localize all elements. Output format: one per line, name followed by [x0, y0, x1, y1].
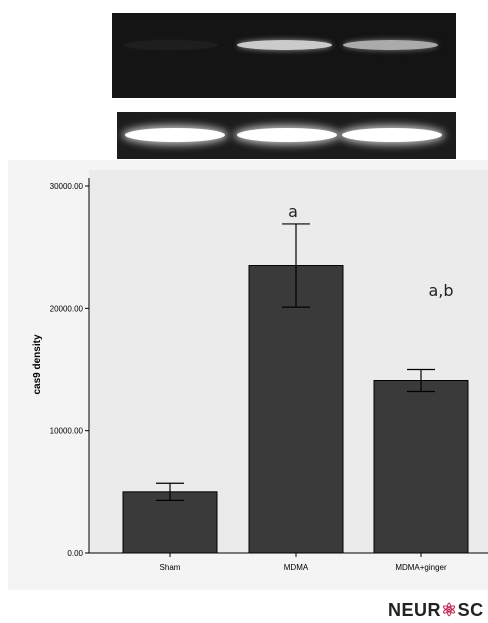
bar-chart: 0.00 10000.00 20000.00 30000.00 cas9 density… [8, 160, 488, 590]
y-tick-label: 10000.00 [50, 427, 84, 436]
significance-label: a,b [428, 281, 453, 300]
western-blot-loading-control [117, 112, 456, 159]
x-tick-label: MDMA+ginger [395, 563, 447, 572]
watermark-logo: NEUR⚛SC [388, 600, 484, 621]
gel-band-bottom [341, 128, 442, 142]
western-blot-cas9 [112, 13, 456, 98]
bars [122, 223, 469, 554]
watermark-prefix: NEUR [388, 600, 442, 620]
watermark-suffix: SC [457, 600, 484, 620]
gel-band-top [122, 40, 218, 50]
gel-band-top [343, 40, 439, 50]
y-tick-label: 0.00 [67, 549, 83, 558]
y-tick-label: 20000.00 [50, 304, 84, 313]
y-tick-label: 30000.00 [50, 182, 84, 191]
x-tick-label: Sham [160, 563, 181, 572]
bar [248, 265, 344, 554]
x-tick-label: MDMA [284, 563, 309, 572]
significance-label: a [288, 202, 298, 221]
bar [373, 380, 469, 554]
labels: 0.00 10000.00 20000.00 30000.00 cas9 density… [32, 182, 454, 572]
y-axis-label: cas9 density [32, 334, 43, 394]
gel-band-bottom [124, 128, 225, 142]
gel-band-top [236, 40, 332, 50]
bar [122, 491, 218, 554]
gel-band-bottom [236, 128, 337, 142]
watermark-logo-icon: ⚛ [441, 600, 458, 620]
